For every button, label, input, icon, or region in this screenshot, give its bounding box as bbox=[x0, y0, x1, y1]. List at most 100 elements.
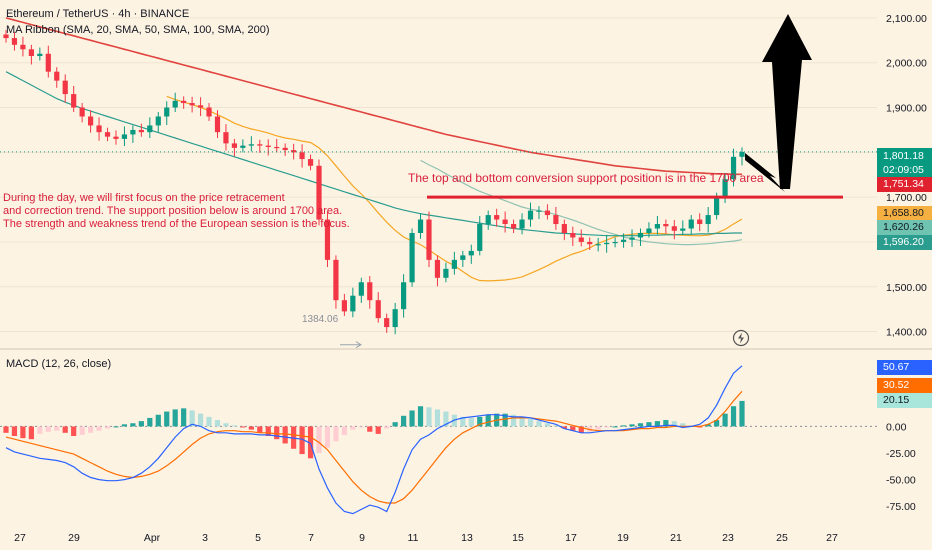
candle-body bbox=[324, 219, 331, 260]
histogram-bar bbox=[570, 426, 576, 431]
macd-axis-tick: 0.00 bbox=[886, 421, 907, 433]
price-axis-tick: 1,900.00 bbox=[886, 103, 927, 115]
macd-line-tag: 50.67 bbox=[877, 360, 932, 375]
candle-body bbox=[434, 259, 441, 278]
histogram-bar bbox=[502, 413, 508, 427]
annotation-line-2: and correction trend. The support positi… bbox=[3, 205, 343, 217]
candle-body bbox=[240, 145, 246, 148]
histogram-bar bbox=[637, 423, 644, 427]
candle-body bbox=[172, 100, 178, 108]
indicator-label[interactable]: MA Ribbon (SMA, 20, SMA, 50, SMA, 100, S… bbox=[6, 24, 270, 36]
candle-body bbox=[265, 145, 271, 147]
candle-body bbox=[223, 132, 229, 144]
histogram-bar bbox=[3, 426, 9, 433]
x-axis-tick: 29 bbox=[68, 532, 80, 544]
last-price-tag: 1,801.18 02:09:05 bbox=[877, 148, 932, 178]
price-axis-tick: 1,500.00 bbox=[886, 282, 927, 294]
histogram-bar bbox=[62, 426, 68, 433]
candle-body bbox=[671, 226, 677, 231]
candle-body bbox=[121, 134, 128, 139]
low-price-label: 1384.06 bbox=[302, 314, 339, 325]
histogram-bar bbox=[536, 421, 542, 427]
histogram-bar bbox=[612, 426, 618, 428]
candle-body bbox=[104, 132, 111, 137]
candle-body bbox=[307, 159, 314, 166]
histogram-bar bbox=[392, 422, 398, 427]
x-axis-tick: 27 bbox=[14, 532, 26, 544]
candle-body bbox=[316, 165, 322, 220]
candle-body bbox=[629, 237, 635, 240]
price-axis-tick: 1,400.00 bbox=[886, 327, 927, 339]
histogram-bar bbox=[714, 420, 720, 427]
histogram-bar bbox=[181, 408, 187, 427]
histogram-bar bbox=[527, 418, 534, 427]
candle-body bbox=[164, 107, 170, 117]
candle-body bbox=[392, 309, 398, 328]
histogram-bar bbox=[375, 426, 381, 434]
histogram-bar bbox=[164, 411, 170, 427]
candle-body bbox=[299, 152, 305, 160]
x-axis-tick: 7 bbox=[308, 532, 314, 544]
histogram-bar bbox=[104, 426, 111, 429]
histogram-bar bbox=[401, 415, 407, 427]
macd-label[interactable]: MACD (12, 26, close) bbox=[6, 358, 112, 370]
ma50-tag: 1,620.26 bbox=[877, 220, 932, 235]
lightning-icon[interactable] bbox=[732, 329, 750, 347]
histogram-bar bbox=[240, 426, 246, 428]
candle-body bbox=[544, 210, 551, 216]
sma50-line bbox=[420, 159, 743, 246]
candle-body bbox=[612, 241, 618, 244]
candle-body bbox=[341, 300, 347, 312]
histogram-bar bbox=[96, 426, 102, 431]
candle-body bbox=[620, 239, 627, 242]
histogram-bar bbox=[409, 410, 415, 427]
candle-body bbox=[451, 259, 457, 269]
ma200-tag: 1,751.34 bbox=[877, 177, 932, 192]
histogram-bar bbox=[510, 414, 517, 427]
histogram-bar bbox=[257, 426, 263, 433]
histogram-bar bbox=[341, 426, 347, 435]
histogram-bar bbox=[646, 422, 652, 427]
x-axis-tick: 23 bbox=[722, 532, 734, 544]
black-up-arrow-icon bbox=[762, 14, 812, 189]
histogram-bar bbox=[121, 424, 128, 427]
histogram-bar bbox=[223, 423, 229, 427]
histogram-bar bbox=[544, 423, 551, 427]
macd-axis-tick: -75.00 bbox=[886, 501, 916, 513]
histogram-bar bbox=[113, 426, 119, 428]
histogram-bar bbox=[138, 421, 144, 427]
histogram-bar bbox=[155, 414, 161, 427]
histogram-bar bbox=[147, 417, 153, 427]
countdown-value: 02:09:05 bbox=[883, 164, 924, 176]
candle-body bbox=[714, 197, 720, 216]
histogram-bar bbox=[578, 426, 584, 433]
histogram-bar bbox=[274, 426, 280, 440]
candle-body bbox=[417, 219, 424, 233]
price-axis-tick: 1,700.00 bbox=[886, 192, 927, 204]
histogram-bar bbox=[206, 416, 212, 427]
histogram-bar bbox=[20, 426, 26, 439]
histogram-bar bbox=[468, 417, 474, 427]
histogram-bar bbox=[417, 406, 424, 427]
histogram-bar bbox=[231, 425, 238, 427]
candle-body bbox=[527, 210, 534, 220]
histogram-bar bbox=[730, 406, 737, 427]
candle-body bbox=[401, 282, 407, 310]
candle-body bbox=[197, 105, 204, 108]
candle-body bbox=[587, 241, 593, 245]
candle-body bbox=[722, 179, 728, 198]
x-axis-tick: Apr bbox=[144, 532, 161, 544]
annotation-line-3: The strength and weakness trend of the E… bbox=[3, 218, 350, 230]
histogram-bar bbox=[307, 426, 314, 459]
pane-separator[interactable] bbox=[0, 348, 932, 350]
signal-line-tag: 30.52 bbox=[877, 378, 932, 393]
candle-body bbox=[333, 259, 339, 301]
candle-body bbox=[739, 151, 745, 157]
candle-body bbox=[595, 244, 601, 246]
histogram-bar bbox=[426, 407, 432, 427]
candle-body bbox=[11, 38, 18, 45]
candle-body bbox=[426, 219, 432, 260]
candle-body bbox=[147, 125, 153, 133]
